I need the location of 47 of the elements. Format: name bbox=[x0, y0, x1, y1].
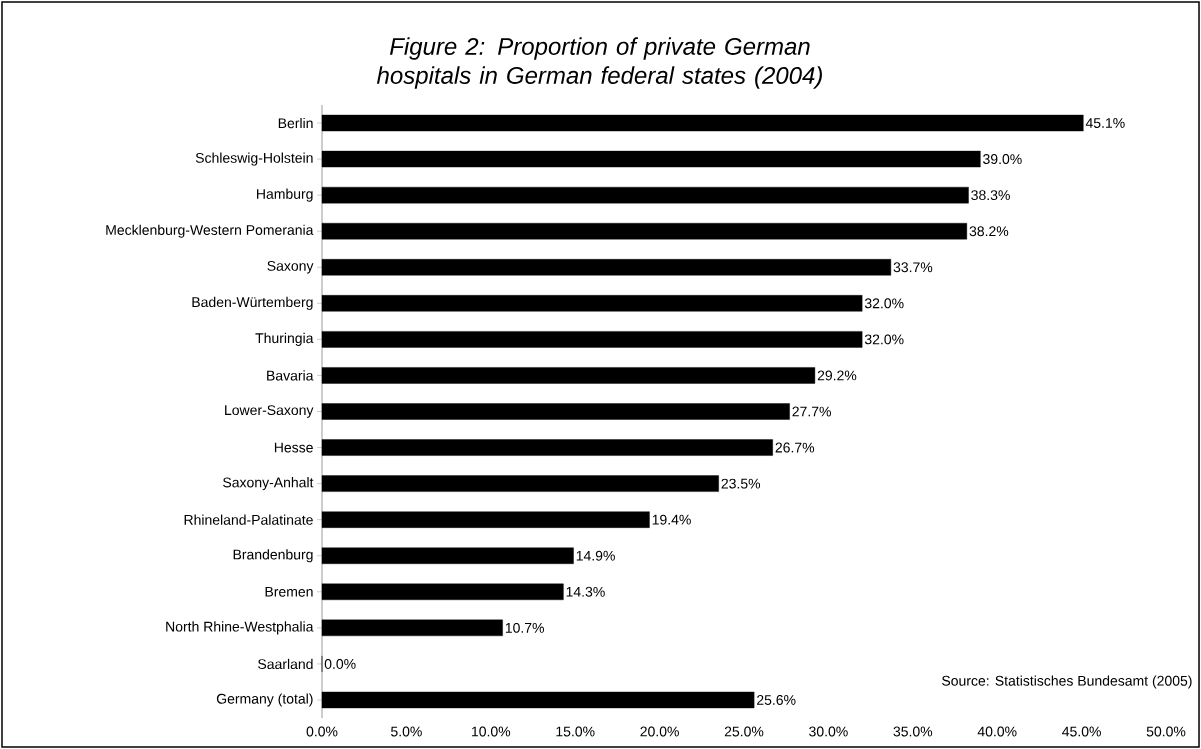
data-label: 19.4% bbox=[652, 514, 691, 525]
y-tick-label: Schleswig-Holstein bbox=[195, 152, 313, 166]
annotation: Source: Statistisches Bundesamt (2005) bbox=[942, 675, 1192, 689]
data-label: 38.3% bbox=[971, 190, 1010, 201]
data-label: 29.2% bbox=[817, 370, 857, 381]
data-label: 38.2% bbox=[969, 226, 1009, 237]
data-label: 33.7% bbox=[893, 262, 933, 273]
data-label: 10.7% bbox=[505, 622, 545, 633]
y-tick-label: Saxony bbox=[267, 260, 314, 274]
y-tick-label: Hesse bbox=[274, 442, 313, 453]
data-label: 14.3% bbox=[566, 586, 605, 597]
data-label: 23.5% bbox=[721, 478, 761, 489]
chart-title: Figure 2: Proportion of private German hospitals in German federal states (2004) bbox=[376, 37, 822, 89]
x-tick-label: 35.0% bbox=[893, 726, 933, 737]
y-tick-label: Bremen bbox=[265, 586, 313, 597]
y-tick-label: Berlin bbox=[278, 117, 313, 129]
data-label: 32.0% bbox=[864, 334, 904, 345]
data-label: 45.1% bbox=[1085, 118, 1125, 128]
data-label: 32.0% bbox=[864, 298, 904, 309]
data-label: 25.6% bbox=[757, 695, 796, 705]
y-tick-label: Saxony-Anhalt bbox=[223, 477, 314, 491]
y-tick-label: Thuringia bbox=[255, 332, 314, 346]
x-tick-label: 10.0% bbox=[472, 726, 511, 737]
data-label: 0.0% bbox=[324, 658, 356, 669]
x-tick-label: 45.0% bbox=[1062, 726, 1101, 737]
x-tick-label: 5.0% bbox=[391, 726, 422, 737]
data-label: 39.0% bbox=[983, 154, 1022, 165]
y-tick-label: Germany (total) bbox=[216, 693, 313, 707]
y-tick-label: Brandenburg bbox=[233, 549, 313, 563]
y-tick-label: Lower-Saxony bbox=[225, 405, 314, 418]
y-tick-label: North Rhine-Westphalia bbox=[166, 621, 314, 635]
x-tick-label: 25.0% bbox=[724, 726, 764, 737]
y-tick-label: Bavaria bbox=[267, 370, 314, 381]
y-tick-label: Hamburg bbox=[257, 188, 313, 202]
y-tick-label: Rhineland-Palatinate bbox=[184, 514, 313, 525]
y-tick-label: Mecklenburg-Western Pomerania bbox=[106, 224, 314, 238]
y-tick-label: Baden-Würtemberg bbox=[192, 296, 313, 310]
y-tick-label: Saarland bbox=[258, 658, 313, 670]
x-tick-label: 15.0% bbox=[556, 726, 595, 737]
data-label: 26.7% bbox=[775, 442, 815, 453]
x-tick-label: 0.0% bbox=[306, 726, 338, 737]
x-tick-label: 50.0% bbox=[1146, 726, 1186, 737]
x-tick-label: 40.0% bbox=[977, 726, 1017, 737]
data-label: 27.7% bbox=[792, 406, 831, 417]
data-label: 14.9% bbox=[576, 550, 615, 561]
x-tick-label: 30.0% bbox=[809, 726, 848, 737]
x-tick-label: 20.0% bbox=[640, 726, 679, 737]
